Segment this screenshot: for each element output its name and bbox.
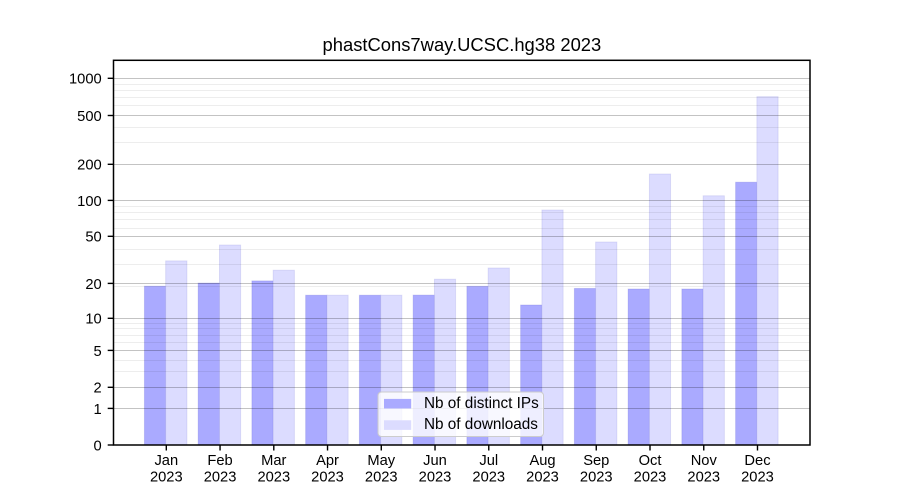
svg-text:2023: 2023 (634, 470, 667, 486)
svg-text:2023: 2023 (687, 470, 720, 486)
svg-text:200: 200 (77, 158, 102, 174)
svg-text:Jun: Jun (423, 453, 447, 469)
svg-text:phastCons7way.UCSC.hg38 2023: phastCons7way.UCSC.hg38 2023 (323, 34, 602, 55)
svg-text:2023: 2023 (526, 470, 559, 486)
svg-text:2023: 2023 (741, 470, 774, 486)
svg-text:Aug: Aug (529, 453, 555, 469)
svg-text:500: 500 (77, 109, 102, 125)
svg-text:2023: 2023 (311, 470, 344, 486)
svg-text:Dec: Dec (744, 453, 770, 469)
svg-text:2: 2 (94, 381, 102, 397)
svg-text:Nb of distinct IPs: Nb of distinct IPs (424, 395, 539, 412)
svg-text:Nb of downloads: Nb of downloads (424, 416, 538, 433)
svg-text:Feb: Feb (207, 453, 232, 469)
svg-text:1000: 1000 (69, 72, 102, 88)
svg-text:10: 10 (85, 312, 101, 328)
svg-text:Sep: Sep (583, 453, 609, 469)
svg-text:2023: 2023 (365, 470, 398, 486)
svg-text:0: 0 (94, 438, 102, 454)
svg-text:5: 5 (94, 344, 102, 360)
svg-text:Jan: Jan (154, 453, 178, 469)
svg-text:2023: 2023 (580, 470, 613, 486)
svg-text:100: 100 (77, 194, 102, 210)
svg-text:Oct: Oct (639, 453, 662, 469)
svg-text:Jul: Jul (479, 453, 498, 469)
svg-text:Apr: Apr (316, 453, 339, 469)
svg-text:50: 50 (85, 230, 101, 246)
svg-text:2023: 2023 (204, 470, 237, 486)
svg-text:2023: 2023 (257, 470, 290, 486)
svg-text:1: 1 (94, 402, 102, 418)
svg-text:May: May (367, 453, 395, 469)
svg-text:2023: 2023 (419, 470, 452, 486)
svg-text:2023: 2023 (472, 470, 505, 486)
svg-text:Mar: Mar (261, 453, 286, 469)
svg-text:20: 20 (85, 277, 101, 293)
svg-text:Nov: Nov (691, 453, 718, 469)
svg-text:2023: 2023 (150, 470, 183, 486)
